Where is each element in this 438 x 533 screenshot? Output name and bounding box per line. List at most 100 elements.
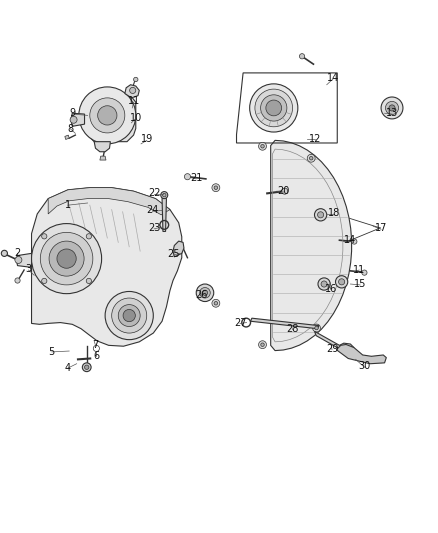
- Polygon shape: [32, 188, 182, 346]
- Circle shape: [57, 249, 76, 268]
- Text: 5: 5: [49, 347, 55, 357]
- Circle shape: [258, 142, 266, 150]
- Circle shape: [49, 241, 84, 276]
- Polygon shape: [48, 188, 170, 215]
- Circle shape: [130, 87, 136, 93]
- Text: 14: 14: [344, 235, 357, 245]
- Circle shape: [385, 101, 399, 115]
- Text: 4: 4: [65, 363, 71, 373]
- Text: 25: 25: [167, 249, 179, 259]
- Polygon shape: [100, 156, 106, 160]
- Circle shape: [318, 212, 324, 218]
- Circle shape: [261, 144, 264, 148]
- Circle shape: [212, 184, 220, 192]
- Circle shape: [339, 279, 345, 285]
- Text: 29: 29: [326, 344, 338, 354]
- Text: 10: 10: [130, 112, 142, 123]
- Text: 12: 12: [309, 134, 321, 144]
- Circle shape: [98, 106, 117, 125]
- Circle shape: [214, 302, 218, 305]
- Circle shape: [321, 281, 327, 287]
- Circle shape: [250, 84, 298, 132]
- Circle shape: [314, 209, 327, 221]
- Text: 28: 28: [286, 324, 299, 334]
- Circle shape: [362, 270, 367, 275]
- Circle shape: [79, 87, 136, 144]
- Circle shape: [318, 278, 330, 290]
- Text: 21: 21: [190, 173, 202, 183]
- Text: 13: 13: [386, 108, 398, 118]
- Polygon shape: [173, 241, 184, 257]
- Circle shape: [315, 326, 318, 330]
- Text: 11: 11: [127, 96, 140, 106]
- Circle shape: [389, 105, 395, 111]
- Text: 27: 27: [234, 318, 246, 328]
- Circle shape: [123, 310, 135, 322]
- Circle shape: [90, 98, 125, 133]
- Circle shape: [307, 154, 315, 162]
- Text: 23: 23: [148, 223, 160, 233]
- Circle shape: [70, 116, 77, 123]
- Polygon shape: [336, 344, 386, 364]
- Circle shape: [381, 97, 403, 119]
- Circle shape: [261, 343, 264, 346]
- Text: 24: 24: [146, 205, 159, 215]
- Circle shape: [336, 276, 348, 288]
- Polygon shape: [94, 142, 110, 152]
- Circle shape: [313, 324, 321, 332]
- Circle shape: [196, 284, 214, 302]
- Circle shape: [105, 292, 153, 340]
- Circle shape: [352, 239, 357, 244]
- Text: 19: 19: [141, 134, 153, 144]
- Text: 26: 26: [195, 290, 208, 300]
- Circle shape: [266, 100, 282, 116]
- Polygon shape: [162, 197, 166, 231]
- Circle shape: [86, 278, 92, 284]
- Circle shape: [214, 186, 218, 189]
- Circle shape: [112, 298, 147, 333]
- Circle shape: [32, 223, 102, 294]
- Circle shape: [255, 89, 293, 127]
- Text: 15: 15: [354, 279, 366, 289]
- Circle shape: [200, 287, 210, 298]
- Circle shape: [134, 77, 138, 82]
- Text: 2: 2: [14, 248, 21, 259]
- Circle shape: [42, 278, 47, 284]
- Circle shape: [162, 193, 166, 197]
- Text: 6: 6: [93, 351, 99, 361]
- Polygon shape: [251, 318, 319, 329]
- Text: 3: 3: [25, 264, 32, 273]
- Circle shape: [212, 300, 220, 307]
- Text: 22: 22: [148, 188, 160, 198]
- Circle shape: [86, 233, 92, 239]
- Circle shape: [261, 95, 287, 121]
- Circle shape: [40, 232, 93, 285]
- Text: 20: 20: [278, 186, 290, 196]
- Polygon shape: [314, 332, 354, 352]
- Polygon shape: [271, 140, 352, 351]
- Circle shape: [82, 363, 91, 372]
- Text: 30: 30: [358, 361, 371, 372]
- Circle shape: [202, 290, 208, 295]
- Circle shape: [118, 304, 140, 327]
- Text: 9: 9: [69, 108, 75, 118]
- Circle shape: [309, 157, 313, 160]
- Circle shape: [1, 251, 7, 256]
- Text: 16: 16: [325, 284, 337, 294]
- Circle shape: [282, 188, 288, 194]
- Text: 18: 18: [328, 208, 340, 218]
- Circle shape: [161, 191, 168, 199]
- Polygon shape: [125, 85, 139, 98]
- Circle shape: [42, 233, 47, 239]
- Circle shape: [85, 365, 89, 369]
- Circle shape: [15, 278, 20, 283]
- Text: 11: 11: [353, 265, 365, 275]
- Text: 1: 1: [65, 200, 71, 210]
- Text: 8: 8: [67, 124, 73, 134]
- Polygon shape: [17, 253, 32, 268]
- Polygon shape: [71, 113, 85, 126]
- Polygon shape: [85, 93, 136, 142]
- Circle shape: [15, 256, 22, 263]
- Polygon shape: [65, 135, 69, 140]
- Circle shape: [258, 341, 266, 349]
